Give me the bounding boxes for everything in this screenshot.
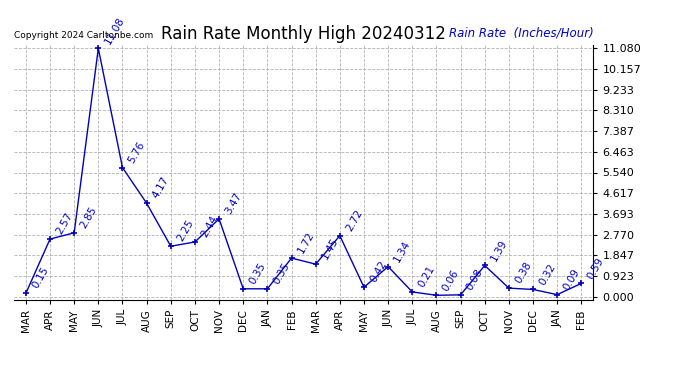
Text: 1.34: 1.34 xyxy=(393,239,413,264)
Text: 2.72: 2.72 xyxy=(344,208,364,233)
Text: 4.17: 4.17 xyxy=(151,175,171,200)
Text: 0.15: 0.15 xyxy=(30,266,50,291)
Text: 3.47: 3.47 xyxy=(224,191,244,216)
Title: Rain Rate Monthly High 20240312: Rain Rate Monthly High 20240312 xyxy=(161,26,446,44)
Text: 0.42: 0.42 xyxy=(368,260,388,285)
Text: 0.09: 0.09 xyxy=(562,267,582,292)
Text: 2.85: 2.85 xyxy=(79,205,99,230)
Text: 2.25: 2.25 xyxy=(175,218,195,243)
Text: Rain Rate  (Inches/Hour): Rain Rate (Inches/Hour) xyxy=(448,27,593,40)
Text: 1.45: 1.45 xyxy=(320,236,340,261)
Text: 11.08: 11.08 xyxy=(103,15,126,46)
Text: 0.21: 0.21 xyxy=(417,264,437,289)
Text: 0.35: 0.35 xyxy=(248,261,268,286)
Text: Copyright 2024 Carltonbe.com: Copyright 2024 Carltonbe.com xyxy=(14,31,153,40)
Text: 0.38: 0.38 xyxy=(513,260,533,285)
Text: 2.57: 2.57 xyxy=(55,211,75,236)
Text: 0.59: 0.59 xyxy=(586,256,606,280)
Text: 0.32: 0.32 xyxy=(538,262,558,287)
Text: 0.06: 0.06 xyxy=(441,268,461,292)
Text: 5.76: 5.76 xyxy=(127,140,147,165)
Text: 1.72: 1.72 xyxy=(296,230,316,255)
Text: 0.08: 0.08 xyxy=(465,267,485,292)
Text: 1.39: 1.39 xyxy=(489,238,509,263)
Text: 0.35: 0.35 xyxy=(272,261,292,286)
Text: 2.44: 2.44 xyxy=(199,214,219,239)
